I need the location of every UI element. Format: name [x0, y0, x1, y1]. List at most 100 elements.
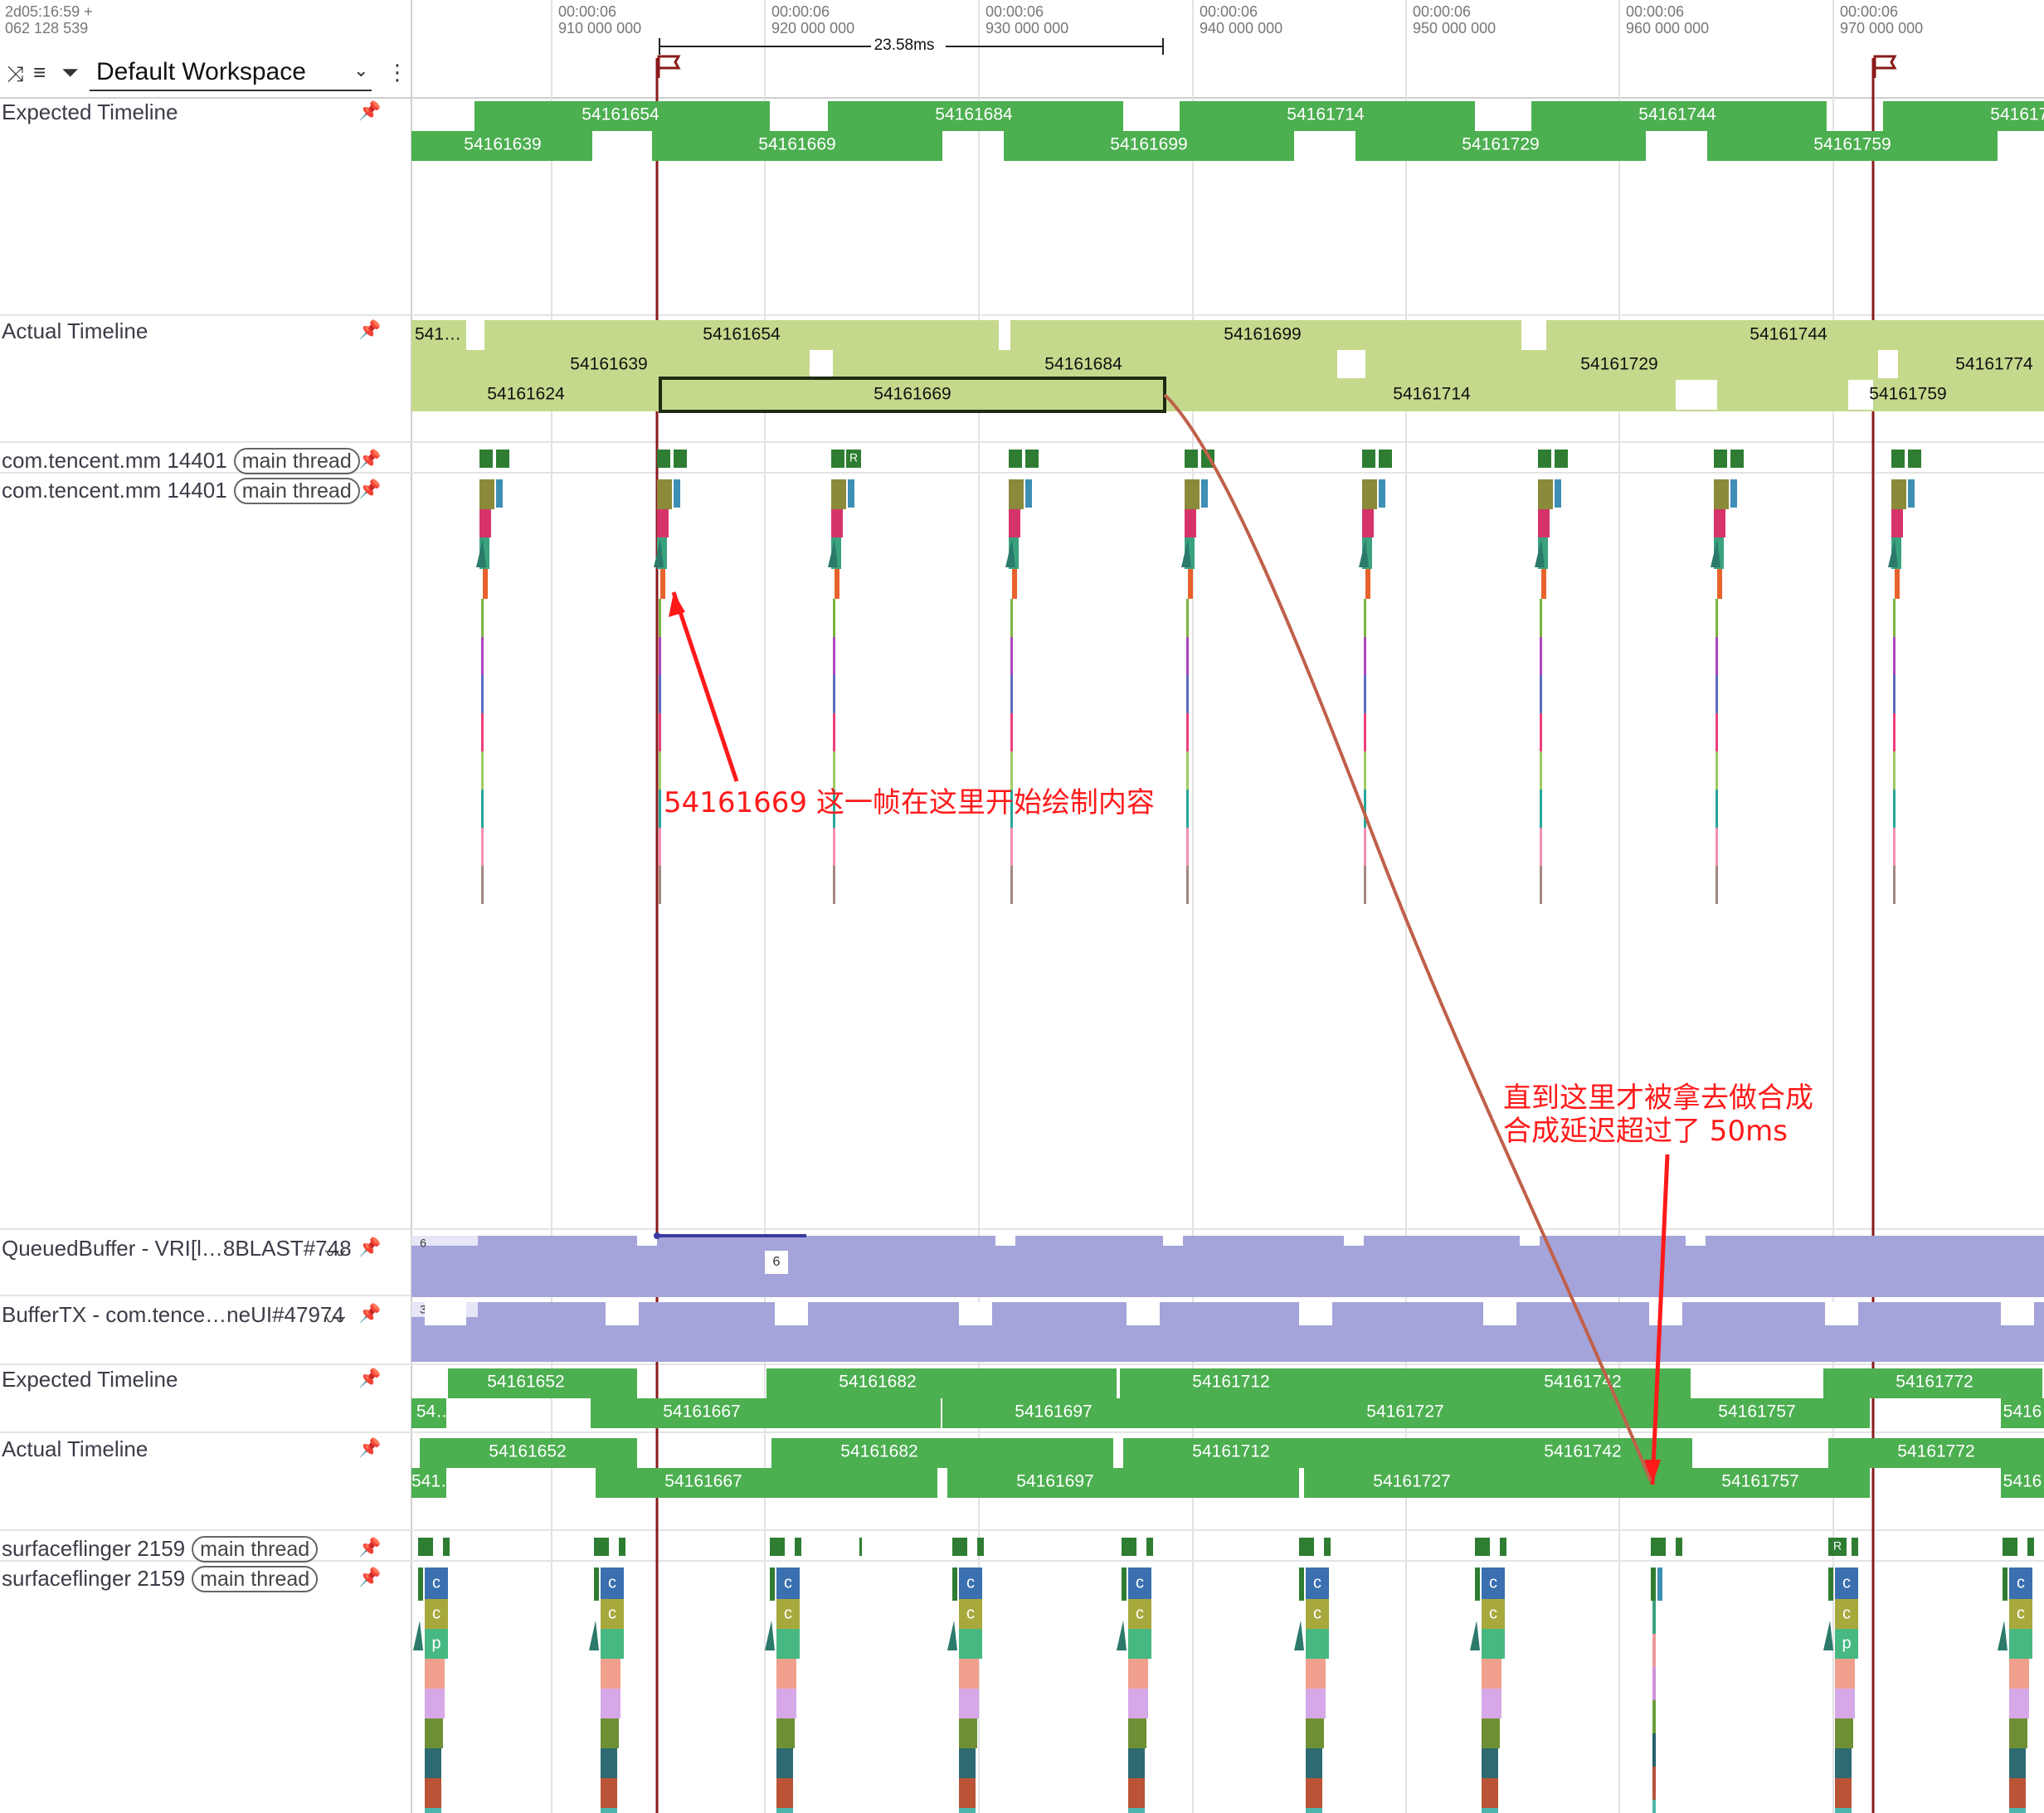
thread-slice — [959, 1599, 982, 1629]
slice-letter: c — [432, 1604, 440, 1622]
thread-slice — [2003, 1538, 2017, 1556]
flag-marker-icon — [657, 55, 681, 78]
flow-arrow-icon — [1888, 539, 1898, 567]
pin-icon[interactable]: 📌 — [358, 1438, 382, 1459]
trace-start-time-ns: 062 128 539 — [5, 20, 89, 36]
slice-letter: R — [1833, 1539, 1842, 1553]
actual-frame-slice — [2001, 1468, 2044, 1498]
pin-icon[interactable]: 📌 — [358, 320, 382, 341]
tick-time: 00:00:06 — [558, 3, 617, 20]
add-button[interactable]: + — [84, 3, 93, 20]
flow-arrow-icon — [947, 1621, 957, 1650]
flag-marker-icon — [1873, 55, 1897, 78]
header-bar — [0, 0, 2044, 98]
track-label[interactable]: BufferTX - com.tence…neUI#47974 — [2, 1302, 344, 1328]
track-label[interactable]: QueuedBuffer - VRI[l…8BLAST#748 — [2, 1236, 352, 1261]
expected-frame-slice — [448, 1368, 637, 1398]
gap — [1878, 350, 1898, 378]
selected-frame-id: 54161669 — [874, 385, 951, 404]
frame-id: 54161712 — [1192, 1373, 1269, 1392]
track-name: Actual Timeline — [2, 1436, 148, 1461]
thread-slice — [776, 1659, 796, 1689]
expected-frame-slice — [1004, 131, 1294, 161]
thread-slice — [1908, 479, 1915, 508]
expected-frame-slice — [411, 131, 592, 161]
thread-slice — [659, 866, 661, 904]
thread-slice — [1306, 1778, 1322, 1808]
expected-frame-slice — [591, 1398, 941, 1428]
thread-slice — [1540, 675, 1542, 713]
thread-slice — [1379, 479, 1385, 508]
pin-icon[interactable]: 📌 — [358, 1368, 382, 1389]
thread-slice — [1128, 1659, 1148, 1689]
track-label[interactable]: Expected Timeline — [2, 1367, 178, 1393]
track-label[interactable]: com.tencent.mm 14401 main thread — [2, 478, 360, 504]
tick-value: 920 000 000 — [771, 20, 855, 36]
track-label[interactable]: surfaceflinger 2159 main thread — [2, 1566, 319, 1592]
thread-slice — [776, 1718, 795, 1748]
counter-chart-icon[interactable]: 〰 — [325, 1310, 345, 1332]
thread-slice — [1186, 599, 1189, 637]
flow-arrow-icon — [1359, 539, 1369, 567]
frame-id: 54161742 — [1544, 1373, 1621, 1392]
thread-slice — [1365, 569, 1370, 599]
thread-slice — [1716, 713, 1718, 751]
track-label[interactable]: Expected Timeline — [2, 100, 178, 125]
workspace-selector[interactable] — [90, 53, 372, 91]
frame-id: 54161639 — [464, 135, 541, 154]
track-name: BufferTX - com.tence…neUI#47974 — [2, 1302, 344, 1327]
thread-slice — [1025, 479, 1032, 508]
pin-icon[interactable]: 📌 — [358, 1237, 382, 1258]
pin-icon[interactable]: 📌 — [358, 1538, 382, 1558]
expected-frame-slice — [1355, 131, 1646, 161]
track-label[interactable]: surfaceflinger 2159 main thread — [2, 1536, 319, 1563]
track-label[interactable]: Actual Timeline — [2, 318, 148, 344]
thread-slice — [1482, 1599, 1505, 1629]
time-tick-label: 00:00:06 960 000 000 — [1626, 3, 1709, 36]
time-tick-label: 00:00:06 970 000 000 — [1840, 3, 1923, 36]
frame-id: 54161759 — [1869, 385, 1946, 404]
thread-slice — [425, 1568, 448, 1599]
pin-icon[interactable]: 📌 — [358, 1568, 382, 1588]
slice-letter: c — [608, 1604, 616, 1622]
slice-letter: c — [1313, 1604, 1321, 1622]
annotation-arrow — [671, 591, 739, 782]
collapse-all-icon[interactable]: ⤨ — [7, 61, 24, 86]
thread-slice — [1010, 637, 1013, 675]
more-menu-icon[interactable]: ⋮ — [387, 60, 408, 85]
track-label[interactable]: Actual Timeline — [2, 1436, 148, 1462]
frame-id: 54161712 — [1192, 1442, 1269, 1461]
filter-icon[interactable]: ⏷ — [61, 60, 79, 85]
pin-icon[interactable]: 📌 — [358, 450, 382, 470]
thread-slice — [1716, 751, 1718, 790]
thread-slice — [1324, 1538, 1331, 1556]
thread-slice — [1299, 1568, 1304, 1601]
thread-slice — [1893, 713, 1896, 751]
actual-frame-slice — [1304, 1468, 1652, 1498]
chevron-down-icon[interactable]: ⌄ — [353, 60, 369, 80]
thread-slice — [1540, 828, 1542, 866]
thread-slice — [1128, 1778, 1145, 1808]
thread-slice — [2009, 1568, 2032, 1599]
gap — [1520, 1236, 1540, 1246]
track-label[interactable]: com.tencent.mm 14401 main thread — [2, 448, 360, 474]
slice-letter: c — [432, 1573, 440, 1592]
counter-chart-icon[interactable]: 〰 — [325, 1243, 345, 1266]
thread-slice — [833, 637, 835, 675]
frame-id: 541… — [411, 1472, 458, 1491]
frame-id: 5416 — [2003, 1472, 2042, 1491]
pin-icon[interactable]: 📌 — [358, 101, 382, 122]
thread-slice — [1025, 450, 1039, 468]
pin-icon[interactable]: 📌 — [358, 479, 382, 500]
slice-letter: c — [784, 1573, 792, 1592]
pin-icon[interactable]: 📌 — [358, 1304, 382, 1325]
slice-letter: p — [1842, 1634, 1851, 1652]
thread-slice — [443, 1538, 450, 1556]
thread-slice — [1652, 1767, 1656, 1800]
thread-slice — [425, 1629, 448, 1659]
thread-slice — [1306, 1718, 1324, 1748]
thread-slice — [1714, 509, 1725, 537]
sort-icon[interactable]: ≡ — [33, 60, 46, 85]
thread-slice — [1835, 1808, 1852, 1813]
